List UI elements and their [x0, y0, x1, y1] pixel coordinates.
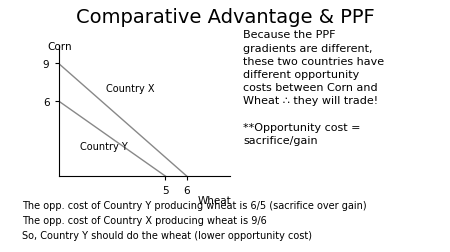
Text: The opp. cost of Country Y producing wheat is 6/5 (sacrifice over gain): The opp. cost of Country Y producing whe… — [22, 200, 367, 210]
Text: The opp. cost of Country X producing wheat is 9/6: The opp. cost of Country X producing whe… — [22, 215, 267, 225]
Text: So, Country Y should do the wheat (lower opportunity cost): So, Country Y should do the wheat (lower… — [22, 230, 312, 240]
Text: Because the PPF
gradients are different,
these two countries have
different oppo: Because the PPF gradients are different,… — [243, 30, 384, 145]
Text: Comparative Advantage & PPF: Comparative Advantage & PPF — [76, 8, 374, 26]
Text: Wheat: Wheat — [198, 195, 231, 205]
Text: Corn: Corn — [48, 42, 72, 52]
Text: Country Y: Country Y — [80, 141, 128, 151]
Text: Country X: Country X — [105, 84, 154, 93]
